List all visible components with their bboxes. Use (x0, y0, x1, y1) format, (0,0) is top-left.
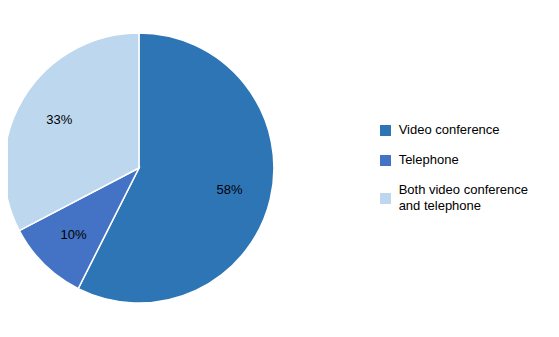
html-text:Both video conference: Both video conference (398, 182, 528, 197)
html-text:and telephone: and telephone (398, 198, 481, 213)
html-text:Telephone: Telephone (398, 152, 459, 167)
svg-text:58%: 58% (217, 182, 243, 197)
svg-text:33%: 33% (46, 112, 72, 127)
svg-text:10%: 10% (61, 227, 87, 242)
html-text:Video conference: Video conference (398, 122, 500, 137)
